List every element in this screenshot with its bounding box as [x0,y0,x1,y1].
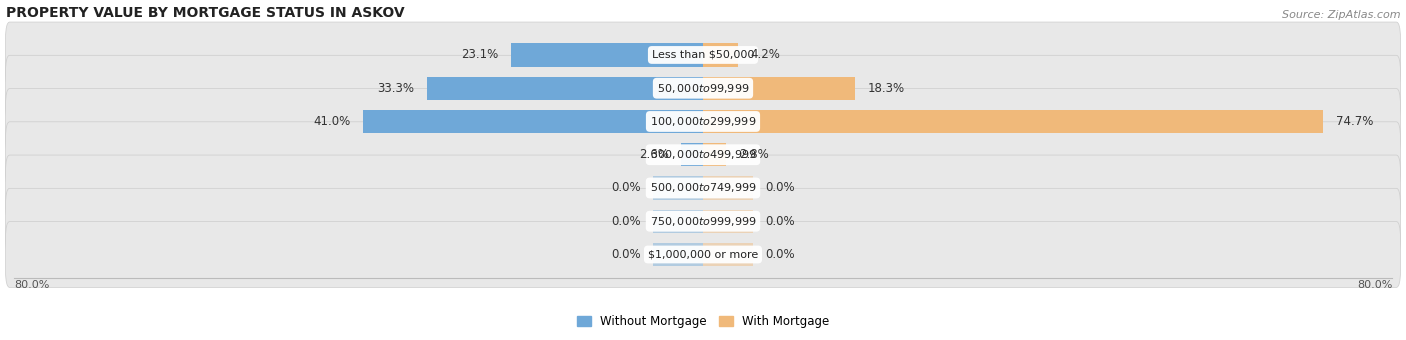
Text: 0.0%: 0.0% [612,182,641,194]
Text: $50,000 to $99,999: $50,000 to $99,999 [657,82,749,95]
FancyBboxPatch shape [6,122,1400,188]
FancyBboxPatch shape [6,222,1400,287]
FancyBboxPatch shape [6,188,1400,254]
Legend: Without Mortgage, With Mortgage: Without Mortgage, With Mortgage [572,310,834,333]
Bar [703,209,752,233]
Text: $100,000 to $299,999: $100,000 to $299,999 [650,115,756,128]
Text: 2.6%: 2.6% [640,148,669,161]
Text: 0.0%: 0.0% [765,182,794,194]
Bar [426,76,703,100]
Text: $300,000 to $499,999: $300,000 to $499,999 [650,148,756,161]
Bar [703,43,738,67]
Bar [654,243,703,266]
FancyBboxPatch shape [6,88,1400,154]
Bar [703,76,855,100]
FancyBboxPatch shape [6,22,1400,88]
Text: 4.2%: 4.2% [751,49,780,62]
Text: 80.0%: 80.0% [14,280,49,290]
Text: $750,000 to $999,999: $750,000 to $999,999 [650,215,756,228]
Text: 33.3%: 33.3% [377,82,413,95]
Text: 0.0%: 0.0% [612,248,641,261]
Text: 18.3%: 18.3% [868,82,904,95]
Bar [654,209,703,233]
FancyBboxPatch shape [6,155,1400,221]
Text: 41.0%: 41.0% [314,115,350,128]
Bar [703,143,727,166]
Bar [654,176,703,200]
Text: 0.0%: 0.0% [765,248,794,261]
Bar [512,43,703,67]
Text: Less than $50,000: Less than $50,000 [652,50,754,60]
Text: 74.7%: 74.7% [1336,115,1374,128]
Text: $500,000 to $749,999: $500,000 to $749,999 [650,182,756,194]
Text: 0.0%: 0.0% [612,215,641,228]
Text: 23.1%: 23.1% [461,49,499,62]
FancyBboxPatch shape [6,55,1400,121]
Text: $1,000,000 or more: $1,000,000 or more [648,250,758,259]
Bar [703,110,1323,133]
Text: PROPERTY VALUE BY MORTGAGE STATUS IN ASKOV: PROPERTY VALUE BY MORTGAGE STATUS IN ASK… [6,6,404,20]
Bar [703,243,752,266]
Text: Source: ZipAtlas.com: Source: ZipAtlas.com [1282,10,1400,20]
Bar [682,143,703,166]
Text: 2.8%: 2.8% [738,148,769,161]
Text: 80.0%: 80.0% [1357,280,1392,290]
Bar [703,176,752,200]
Bar [363,110,703,133]
Text: 0.0%: 0.0% [765,215,794,228]
